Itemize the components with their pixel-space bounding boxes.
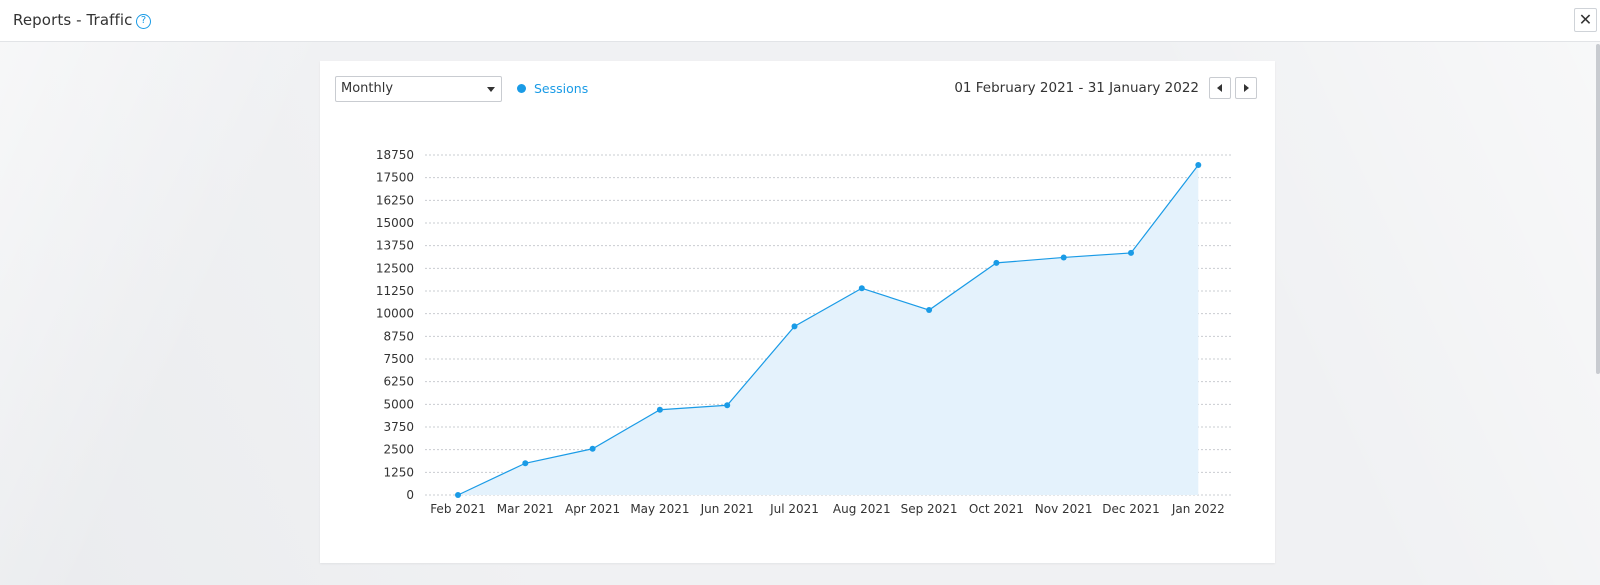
period-select[interactable]: Monthly [335,76,502,102]
x-tick-label: Oct 2021 [969,502,1024,516]
close-button[interactable]: ✕ [1574,8,1597,32]
y-tick-label: 3750 [383,420,414,434]
data-point [993,259,1000,266]
y-tick-label: 8750 [383,329,414,343]
y-tick-label: 17500 [376,171,414,185]
x-tick-label: Aug 2021 [833,502,891,516]
y-tick-label: 6250 [383,375,414,389]
question-circle-icon[interactable]: ? [136,14,151,29]
title-bar: Reports - Traffic ? ✕ [0,0,1600,42]
chevron-down-icon [487,87,495,92]
series-area-sessions [458,164,1199,495]
period-select-value: Monthly [341,81,394,96]
data-point [589,445,596,452]
caret-left-icon [1217,84,1222,92]
next-period-button[interactable] [1235,77,1257,99]
x-tick-label: Jun 2021 [700,502,754,516]
y-tick-label: 7500 [383,352,414,366]
y-tick-label: 1250 [383,465,414,479]
x-tick-label: Mar 2021 [497,502,554,516]
x-tick-label: Sep 2021 [901,502,958,516]
report-card: 0 1250 2500 3750 5000 6250 7500 8750 10000 11250 1… [320,61,1275,563]
sessions-chart: 0 1250 2500 3750 5000 6250 7500 8750 10000 11250 1… [376,148,1233,516]
y-tick-label: 10000 [376,307,414,321]
page-title: Reports - Traffic [13,11,133,29]
x-tick-label: Jan 2022 [1171,502,1225,516]
caret-right-icon [1244,84,1249,92]
y-tick-label: 11250 [376,284,414,298]
data-point [724,402,731,409]
x-tick-label: May 2021 [630,502,689,516]
y-tick-label: 5000 [383,397,414,411]
data-point [522,460,529,467]
y-tick-label: 16250 [376,193,414,207]
y-tick-label: 18750 [376,148,414,162]
previous-period-button[interactable] [1209,77,1231,99]
date-range-label: 01 February 2021 - 31 January 2022 [954,80,1199,96]
y-tick-label: 12500 [376,261,414,275]
data-point [455,492,461,498]
series-line-sessions [457,164,1199,496]
x-tick-label: Apr 2021 [565,502,620,516]
data-point [858,285,865,292]
legend-dot-icon [517,84,526,93]
data-point [791,323,798,330]
x-tick-label: Feb 2021 [430,502,486,516]
legend-label: Sessions [534,81,589,96]
y-tick-label: 13750 [376,239,414,253]
x-tick-label: Jul 2021 [769,502,819,516]
x-tick-label: Dec 2021 [1102,502,1160,516]
data-point [656,406,663,413]
data-point [1195,161,1202,168]
data-point [1060,254,1067,261]
data-point [1128,249,1134,256]
scrollbar[interactable] [1596,44,1600,374]
close-icon: ✕ [1578,10,1593,29]
y-tick-label: 15000 [376,216,414,230]
data-point [926,307,933,314]
y-tick-label: 0 [406,488,414,502]
y-tick-label: 2500 [383,443,414,457]
x-tick-label: Nov 2021 [1035,502,1093,516]
